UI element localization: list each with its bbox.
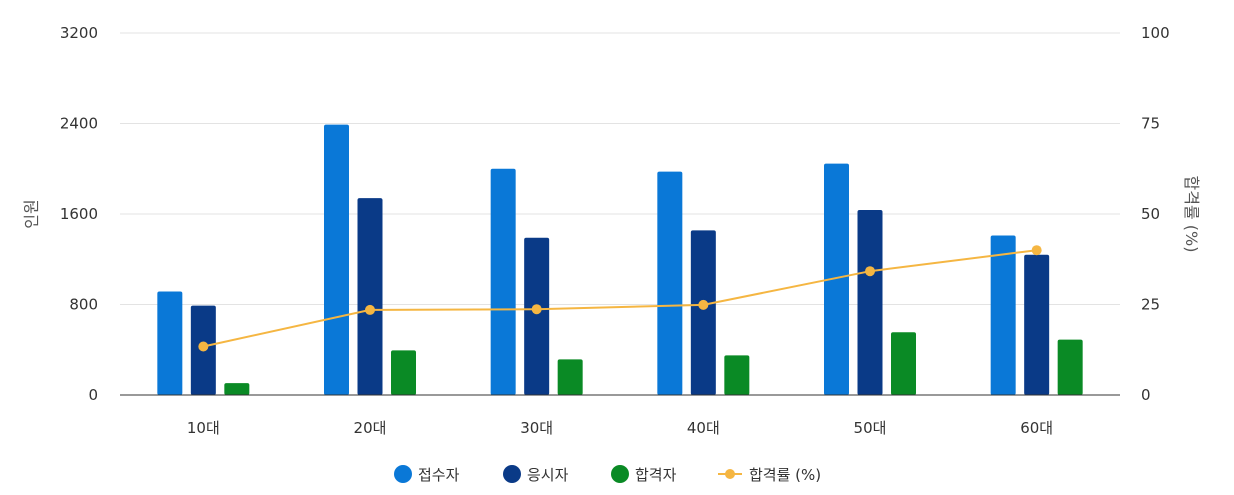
- y2-axis-title: 합격률 (%): [1182, 176, 1201, 253]
- y-tick-label: 2400: [60, 115, 98, 133]
- legend-label: 접수자: [418, 466, 460, 484]
- x-tick-label: 30대: [520, 419, 553, 437]
- bar: [490, 168, 516, 395]
- y2-tick-label: 75: [1141, 115, 1160, 133]
- bar: [357, 198, 383, 395]
- bar: [657, 171, 683, 395]
- rate-point: [1031, 245, 1042, 256]
- bar: [690, 230, 716, 395]
- y2-tick-label: 25: [1141, 296, 1160, 314]
- bar-series: [157, 124, 1083, 395]
- rate-point: [198, 341, 209, 352]
- y-axis-title: 인원: [22, 199, 41, 228]
- bar: [724, 355, 750, 395]
- bar: [1024, 254, 1050, 395]
- y-tick-label: 0: [88, 386, 98, 404]
- bar: [990, 235, 1016, 395]
- x-tick-label: 40대: [687, 419, 720, 437]
- legend-label: 합격률 (%): [749, 466, 821, 484]
- bar: [157, 291, 183, 395]
- bar: [324, 124, 349, 395]
- bar: [1057, 339, 1083, 395]
- x-tick-label: 10대: [187, 419, 220, 437]
- y-tick-label: 800: [69, 296, 98, 314]
- x-tick-label: 50대: [854, 419, 887, 437]
- y-tick-label: 3200: [60, 24, 98, 42]
- rate-point: [698, 299, 709, 310]
- legend-swatch-marker: [725, 469, 735, 479]
- bar: [224, 383, 250, 395]
- legend-swatch: [394, 465, 412, 483]
- y2-tick-label: 50: [1141, 205, 1160, 223]
- rate-point: [531, 304, 542, 315]
- y-tick-label: 1600: [60, 205, 98, 223]
- bar: [391, 350, 416, 395]
- x-tick-label: 20대: [354, 419, 387, 437]
- legend-label: 합격자: [635, 466, 677, 484]
- gridlines: [120, 32, 1120, 305]
- bar: [557, 359, 583, 395]
- rate-point: [365, 304, 375, 315]
- rate-point: [865, 266, 875, 277]
- legend-swatch: [611, 465, 629, 483]
- legend-label: 응시자: [527, 466, 569, 484]
- y2-tick-label: 100: [1141, 24, 1170, 42]
- axes: 0 800 1600 2400 3200 0 25 50 75 100 10대 20대 30대 40대 50…: [60, 24, 1170, 437]
- legend: 접수자 응시자 합격자 합격률 (%): [394, 465, 821, 484]
- bar: [524, 237, 550, 395]
- bar: [857, 210, 883, 395]
- x-tick-label: 60대: [1020, 419, 1053, 437]
- y2-tick-label: 0: [1141, 386, 1151, 404]
- rate-line-series: [198, 245, 1042, 352]
- rate-line: [203, 249, 1037, 348]
- legend-swatch: [503, 465, 521, 483]
- bar: [891, 332, 916, 395]
- bar: [824, 163, 849, 395]
